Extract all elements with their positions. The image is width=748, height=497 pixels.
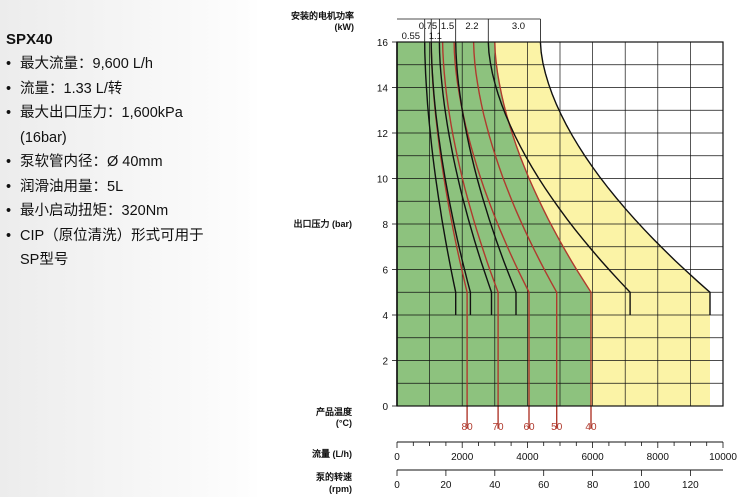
flow-axis-label: 流量 (L/h): [312, 448, 352, 459]
chart-curves: 80 70 60 50 40: [424, 41, 711, 433]
y-tick-label: 6: [382, 266, 388, 277]
spec-item-lubricant: 润滑油用量：5L: [6, 175, 254, 200]
temperature-curve-label: 40: [585, 422, 597, 433]
motor-power-curve: [539, 41, 711, 315]
flow-tick-label: 4000: [516, 452, 539, 463]
flow-tick-label: 2000: [451, 452, 474, 463]
flow-tick-label: 10000: [709, 452, 737, 463]
spec-item-start-torque: 最小启动扭矩：320Nm: [6, 199, 254, 224]
spec-item-max-pressure: 最大出口压力：1,600kPa: [6, 101, 254, 126]
motor-power-curve: [424, 41, 457, 315]
spec-item-max-flow: 最大流量：9,600 L/h: [6, 52, 254, 77]
y-tick-label: 10: [377, 175, 389, 186]
speed-tick-label: 0: [394, 480, 400, 491]
temperature-curve-label: 60: [523, 422, 535, 433]
motor-power-label: 0.75: [419, 21, 438, 32]
spec-title: SPX40: [6, 31, 53, 48]
speed-axis-label-line2: (rpm): [329, 484, 352, 494]
chart-axes: 0.550.751.11.5 2.2 3.0 0 2 4 6 8 10 12 14 16 0 2000 40…: [377, 18, 737, 491]
speed-tick-label: 120: [682, 480, 699, 491]
y-tick-label: 0: [382, 402, 388, 413]
motor-power-curve: [438, 41, 493, 315]
flow-tick-label: 8000: [647, 452, 670, 463]
y-tick-label: 4: [382, 311, 388, 322]
motor-power-label: 0.55: [402, 31, 421, 42]
temperature-curve-label: 50: [551, 422, 563, 433]
motor-power-label: 1.5: [441, 21, 454, 32]
speed-axis-label-line1: 泵的转速: [316, 471, 352, 482]
motor-power-label-line2: (kW): [335, 22, 355, 32]
motor-power-curve: [430, 41, 472, 315]
y-axis-label: 出口压力 (bar): [293, 218, 352, 229]
motor-power-curve: [455, 41, 517, 315]
motor-power-label: 3.0: [512, 21, 525, 32]
spec-item-hose-diameter: 泵软管内径：Ø 40mm: [6, 150, 254, 175]
motor-power-label-line1: 安装的电机功率: [291, 10, 354, 21]
spec-list: 最大流量：9,600 L/h 流量：1.33 L/转 最大出口压力：1,600k…: [6, 52, 254, 273]
y-tick-label: 14: [377, 84, 389, 95]
speed-tick-label: 60: [538, 480, 550, 491]
motor-power-curve: [487, 41, 631, 315]
y-tick-label: 8: [382, 220, 388, 231]
temperature-curve: [441, 41, 499, 429]
temperature-label-line2: (°C): [336, 418, 352, 428]
spec-item-flow-per-rev: 流量：1.33 L/转: [6, 77, 254, 102]
temperature-label-line1: 产品温度: [316, 406, 353, 417]
spec-item-max-pressure-bar: (16bar): [20, 129, 67, 146]
y-tick-label: 16: [377, 38, 389, 49]
motor-power-label: 1.1: [429, 31, 442, 42]
temperature-curve-label: 80: [462, 422, 474, 433]
spec-item-cip-models: SP型号: [20, 252, 69, 268]
temperature-curve: [494, 41, 592, 429]
flow-tick-label: 0: [394, 452, 400, 463]
speed-tick-label: 80: [587, 480, 599, 491]
temperature-curve: [453, 41, 530, 429]
speed-tick-label: 40: [489, 480, 501, 491]
speed-tick-label: 100: [633, 480, 650, 491]
spec-item-cip: CIP（原位清洗）形式可用于: [6, 224, 254, 249]
temperature-curve: [472, 41, 558, 429]
y-tick-label: 2: [382, 357, 388, 368]
flow-tick-label: 6000: [581, 452, 604, 463]
y-tick-label: 12: [377, 129, 389, 140]
temperature-curve-label: 70: [492, 422, 504, 433]
motor-power-label: 2.2: [465, 21, 478, 32]
speed-tick-label: 20: [440, 480, 452, 491]
spec-panel: SPX40 最大流量：9,600 L/h 流量：1.33 L/转 最大出口压力：…: [0, 0, 257, 497]
